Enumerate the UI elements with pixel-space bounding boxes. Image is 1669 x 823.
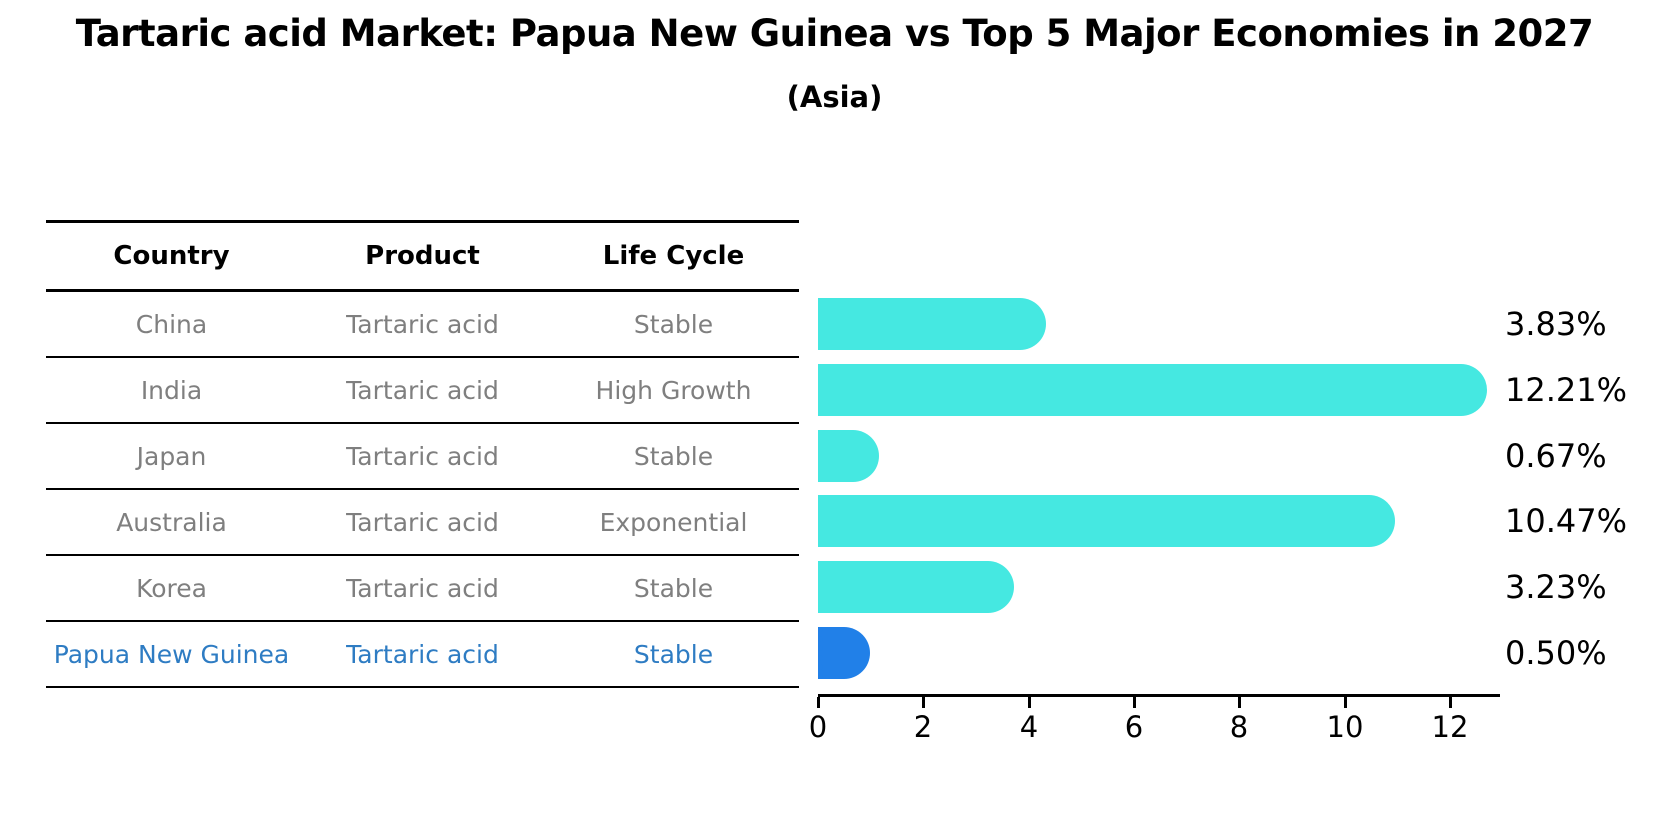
x-axis-tick (1344, 697, 1347, 708)
x-axis-tick (1133, 697, 1136, 708)
table-cell-life-cycle: Stable (633, 573, 714, 603)
table-cell-life-cycle: Stable (633, 309, 714, 339)
table-cell-country: Papua New Guinea (53, 639, 290, 669)
table-cell-country: China (135, 309, 208, 339)
x-axis-tick (817, 697, 820, 708)
chart-title: Tartaric acid Market: Papua New Guinea v… (75, 12, 1594, 55)
table-row: Papua New Guinea Tartaric acid Stable (46, 622, 799, 688)
table-cell-country: Australia (116, 507, 227, 537)
bar (818, 298, 1046, 350)
table-cell-country: Japan (136, 441, 207, 471)
table-row: India Tartaric acid High Growth (46, 358, 799, 424)
table-header-cell: Country (113, 241, 230, 271)
table-cell-product: Tartaric acid (346, 441, 499, 471)
table-cell-product: Tartaric acid (346, 639, 499, 669)
bar-value-label: 0.67% (1505, 437, 1607, 475)
x-axis-tick-label: 6 (1124, 710, 1144, 744)
x-axis-tick (1449, 697, 1452, 708)
table-row: Japan Tartaric acid Stable (46, 424, 799, 490)
bar-value-label: 0.50% (1505, 634, 1607, 672)
table-cell-life-cycle: High Growth (595, 375, 752, 405)
x-axis-tick (1238, 697, 1241, 708)
table-row: Korea Tartaric acid Stable (46, 556, 799, 622)
table-header-cell: Product (365, 241, 480, 271)
bar (818, 627, 870, 679)
table-body: China Tartaric acid Stable India Tartari… (46, 292, 799, 688)
bar (818, 430, 879, 482)
x-axis-tick (1028, 697, 1031, 708)
table-cell-product: Tartaric acid (346, 573, 499, 603)
x-axis-tick-label: 12 (1431, 710, 1469, 744)
table-row: China Tartaric acid Stable (46, 292, 799, 358)
x-axis-tick-label: 8 (1229, 710, 1249, 744)
table-row: Australia Tartaric acid Exponential (46, 490, 799, 556)
bar (818, 364, 1487, 416)
table-cell-product: Tartaric acid (346, 507, 499, 537)
x-axis-tick-label: 2 (913, 710, 933, 744)
table-cell-country: Korea (136, 573, 207, 603)
bar-value-label: 3.23% (1505, 568, 1607, 606)
x-axis-tick (922, 697, 925, 708)
bar (818, 561, 1014, 613)
bar (818, 495, 1395, 547)
chart-subtitle: (Asia) (786, 80, 883, 114)
x-axis-tick-label: 10 (1326, 710, 1364, 744)
x-axis-line (818, 694, 1500, 697)
table-cell-product: Tartaric acid (346, 309, 499, 339)
table-header-row: Country Product Life Cycle (46, 223, 799, 292)
bar-value-label: 12.21% (1505, 371, 1628, 409)
table-cell-product: Tartaric acid (346, 375, 499, 405)
x-axis-tick-label: 0 (808, 710, 828, 744)
table-header-cell: Life Cycle (602, 241, 745, 271)
table-cell-country: India (140, 375, 203, 405)
table-cell-life-cycle: Exponential (599, 507, 748, 537)
x-axis-tick-label: 4 (1019, 710, 1039, 744)
country-table: Country Product Life Cycle China Tartaric … (46, 220, 799, 688)
table-cell-life-cycle: Stable (633, 639, 714, 669)
bar-value-label: 10.47% (1505, 502, 1628, 540)
table-cell-life-cycle: Stable (633, 441, 714, 471)
bar-value-label: 3.83% (1505, 305, 1607, 343)
